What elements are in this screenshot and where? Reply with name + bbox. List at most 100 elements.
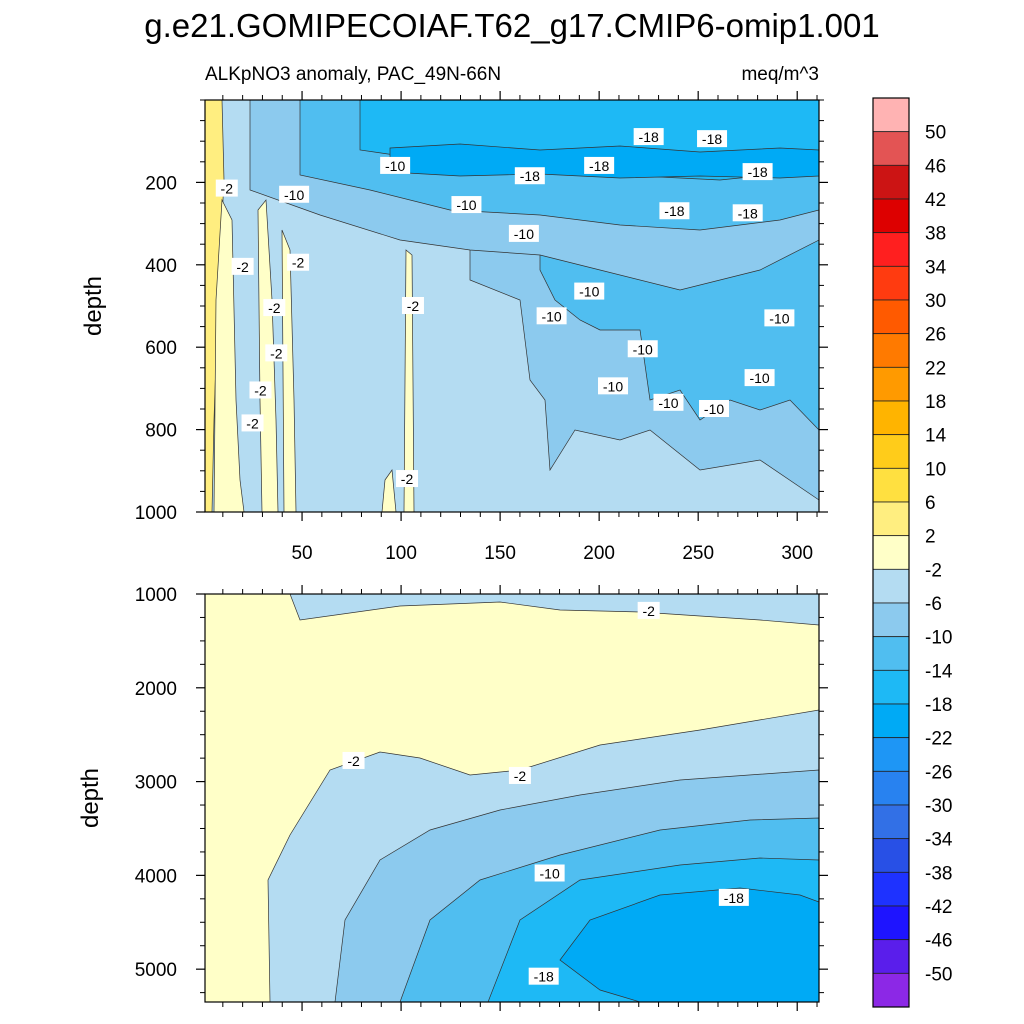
contour-label: -18 bbox=[514, 167, 545, 185]
contour-label-text: -2 bbox=[268, 300, 281, 316]
colorbar-swatch bbox=[872, 400, 910, 436]
x-tick-label: 250 bbox=[682, 543, 714, 564]
contour-label: -18 bbox=[659, 202, 690, 220]
y-tick-label: 5000 bbox=[135, 960, 177, 981]
contour-label-text: -2 bbox=[246, 415, 259, 431]
colorbar-label: 14 bbox=[925, 426, 947, 447]
contour-label-box bbox=[249, 381, 272, 399]
contour-label: -18 bbox=[732, 204, 763, 222]
contour-label: -2 bbox=[215, 179, 238, 197]
colorbar-frame bbox=[872, 97, 910, 1008]
lower-contour-field bbox=[205, 594, 819, 1002]
contour-label-box bbox=[380, 156, 411, 174]
contour-label-box bbox=[241, 414, 264, 432]
colorbar-swatch bbox=[872, 737, 910, 772]
contour-label-text: -10 bbox=[456, 197, 476, 213]
contour-label-text: -18 bbox=[534, 969, 554, 985]
contour-label-box bbox=[574, 282, 605, 300]
colorbar-swatch bbox=[872, 97, 910, 133]
colorbar-swatch bbox=[872, 669, 910, 705]
contour-label-text: -2 bbox=[407, 298, 420, 314]
colorbar-label: -50 bbox=[925, 964, 952, 985]
lower-plot-frame bbox=[204, 593, 820, 1003]
colorbar-label: -14 bbox=[925, 661, 953, 682]
colorbar-swatch bbox=[872, 939, 910, 974]
contour-label: -2 bbox=[265, 344, 288, 362]
colorbar-label: -18 bbox=[925, 695, 952, 716]
y-tick-label: 200 bbox=[145, 173, 177, 194]
y-tick-label: 4000 bbox=[135, 866, 177, 887]
lower-panel: 1000 2000 3000 4000 5000 -2 -2 -2 -10 -18 -18 dep… bbox=[77, 585, 828, 1011]
contour-label-box bbox=[536, 307, 567, 325]
contour-label-text: -10 bbox=[514, 226, 534, 242]
colorbar-label: -10 bbox=[925, 628, 952, 649]
contour-label-text: -18 bbox=[520, 168, 540, 184]
contour-label-box bbox=[451, 196, 482, 214]
contour-label-box bbox=[742, 163, 773, 181]
contour-label-text: -10 bbox=[633, 341, 653, 357]
colorbar-label: -34 bbox=[925, 830, 953, 851]
contour-label-box bbox=[764, 309, 795, 327]
contour-label-box bbox=[508, 766, 531, 784]
contour-label-box bbox=[744, 369, 775, 387]
contour-label-text: -2 bbox=[236, 259, 249, 275]
colorbar-swatch bbox=[872, 198, 910, 234]
chart-subtitle-left: ALKpNO3 anomaly, PAC_49N-66N bbox=[205, 64, 501, 85]
colorbar-label: 46 bbox=[925, 156, 946, 177]
x-tick-label: 300 bbox=[781, 543, 813, 564]
colorbar-label: -22 bbox=[925, 729, 952, 750]
contour-label-text: -10 bbox=[385, 158, 405, 174]
colorbar-swatch bbox=[872, 703, 910, 739]
contour-label-box bbox=[215, 179, 238, 197]
colorbar: 50 46 42 38 34 30 26 22 18 14 10 6 2 -2 -6 -10 -14 -18 -22… bbox=[872, 97, 953, 1008]
colorbar-swatch bbox=[872, 299, 910, 335]
contour-label: -10 bbox=[598, 377, 629, 395]
contour-label-text: -2 bbox=[347, 753, 360, 769]
contour-label-text: -10 bbox=[704, 401, 724, 417]
contour-label: -2 bbox=[287, 253, 310, 271]
contour-label-box bbox=[627, 340, 658, 358]
contour-label: -18 bbox=[697, 130, 728, 148]
lower-contour-labels: -2 -2 -2 -10 -18 -18 bbox=[342, 601, 749, 985]
contour-label: -2 bbox=[231, 257, 254, 275]
colorbar-label: -6 bbox=[925, 594, 942, 615]
x-tick-label: 200 bbox=[583, 543, 615, 564]
contour-label: -10 bbox=[451, 196, 482, 214]
colorbar-label: 10 bbox=[925, 459, 946, 480]
colorbar-label: -30 bbox=[925, 796, 952, 817]
contour-label-text: -2 bbox=[292, 255, 305, 271]
contour-label: -2 bbox=[508, 766, 531, 784]
contour-label: -10 bbox=[380, 156, 411, 174]
contour-label: -10 bbox=[279, 185, 310, 203]
lower-ylabel: depth bbox=[77, 768, 104, 828]
contour-label: -2 bbox=[396, 470, 419, 488]
contour-label-text: -10 bbox=[749, 370, 769, 386]
contour-label-box bbox=[598, 377, 629, 395]
colorbar-label: -42 bbox=[925, 897, 952, 918]
colorbar-label: -46 bbox=[925, 931, 952, 952]
contour-label-text: -10 bbox=[769, 310, 789, 326]
contour-label-text: -18 bbox=[747, 164, 767, 180]
contour-label-text: -18 bbox=[702, 131, 722, 147]
contour-label-box bbox=[633, 128, 664, 146]
contour-label-box bbox=[263, 299, 286, 317]
x-tick-label: 50 bbox=[291, 543, 312, 564]
contour-label-box bbox=[637, 601, 660, 619]
contour-label-text: -18 bbox=[639, 129, 659, 145]
colorbar-label: 2 bbox=[925, 527, 936, 548]
contour-label-text: -2 bbox=[270, 345, 283, 361]
contour-label-text: -10 bbox=[284, 187, 304, 203]
upper-axis-ticks: 50 100 150 200 250 300 200 400 600 800 1000 bbox=[135, 91, 828, 564]
chart-title: g.e21.GOMIPECOIAF.T62_g17.CMIP6-omip1.00… bbox=[144, 7, 880, 44]
y-tick-label: 1000 bbox=[135, 503, 177, 524]
contour-label-box bbox=[287, 253, 310, 271]
contour-label: -10 bbox=[627, 340, 658, 358]
colorbar-swatch bbox=[872, 568, 910, 604]
colorbar-swatch bbox=[872, 770, 910, 806]
y-tick-label: 3000 bbox=[135, 773, 177, 794]
contour-label: -2 bbox=[637, 601, 660, 619]
colorbar-swatch bbox=[872, 871, 910, 907]
contour-label-box bbox=[584, 156, 615, 174]
